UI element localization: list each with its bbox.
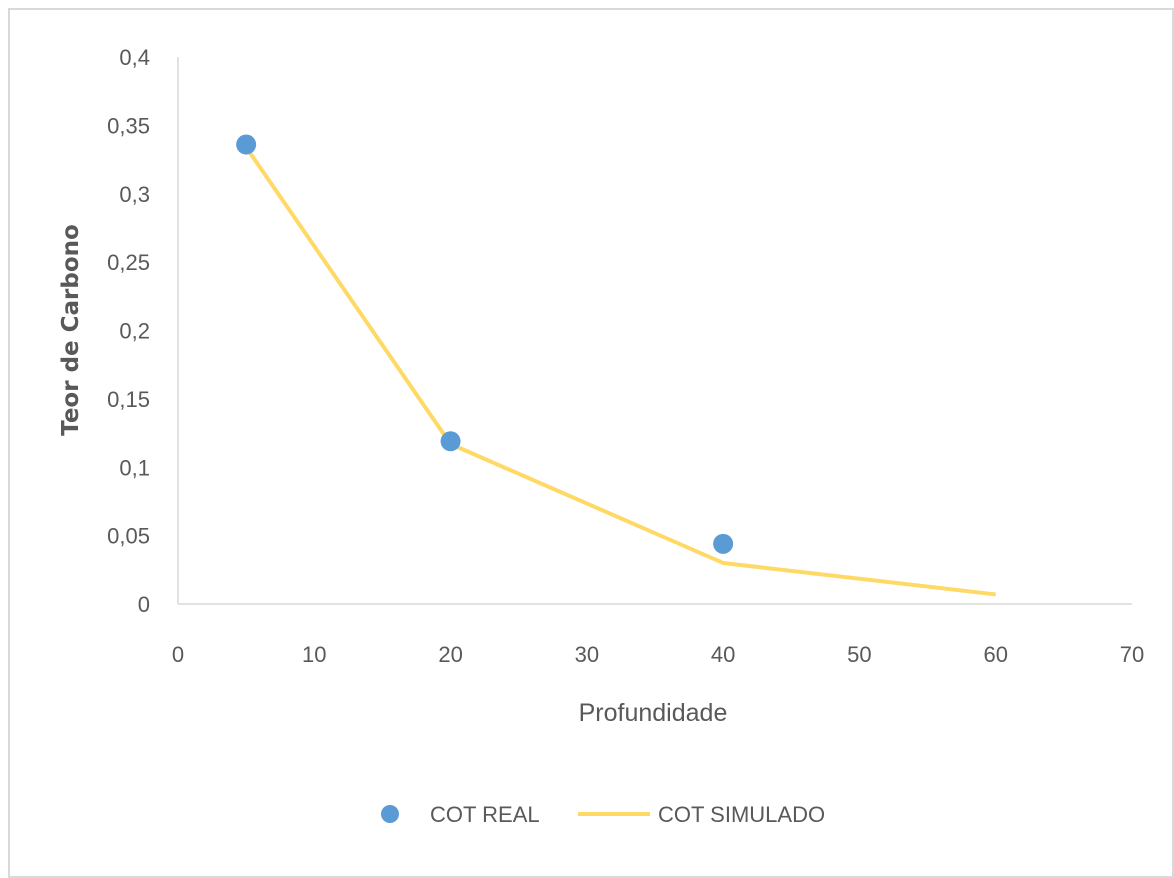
- series-layer: [236, 134, 996, 597]
- chart-frame: [8, 8, 1174, 878]
- x-tick-label: 70: [1120, 642, 1144, 667]
- x-tick-label: 30: [575, 642, 599, 667]
- y-tick-label: 0: [138, 592, 150, 617]
- y-tick-label: 0,05: [107, 524, 150, 549]
- x-tick-label: 20: [438, 642, 462, 667]
- legend: COT REAL COT SIMULADO: [381, 802, 825, 827]
- x-tick-labels: 0 10 20 30 40 50 60 70: [172, 642, 1144, 667]
- y-tick-label: 0,2: [119, 319, 150, 344]
- x-tick-label: 10: [302, 642, 326, 667]
- y-tick-label: 0,1: [119, 455, 150, 480]
- y-tick-label: 0,3: [119, 182, 150, 207]
- y-tick-label: 0,15: [107, 387, 150, 412]
- y-tick-labels: 0 0,05 0,1 0,15 0,2 0,25 0,3 0,35 0,4: [107, 45, 150, 617]
- series-line-cot-simulado: [244, 146, 996, 597]
- x-axis-title: Profundidade: [579, 699, 728, 727]
- data-point-cot-real: [236, 134, 257, 155]
- y-tick-label: 0,25: [107, 250, 150, 275]
- data-point-cot-real: [440, 431, 461, 452]
- x-tick-label: 50: [847, 642, 871, 667]
- legend-label-cot-real: COT REAL: [430, 802, 540, 827]
- x-tick-label: 0: [172, 642, 184, 667]
- y-axis-title: Teor de Carbono: [58, 224, 84, 436]
- data-point-cot-real: [713, 533, 734, 554]
- y-tick-label: 0,4: [119, 45, 150, 70]
- y-tick-label: 0,35: [107, 113, 150, 138]
- legend-label-cot-simulado: COT SIMULADO: [658, 802, 825, 827]
- legend-marker-cot-real: [381, 805, 399, 823]
- x-tick-label: 40: [711, 642, 735, 667]
- x-tick-label: 60: [983, 642, 1007, 667]
